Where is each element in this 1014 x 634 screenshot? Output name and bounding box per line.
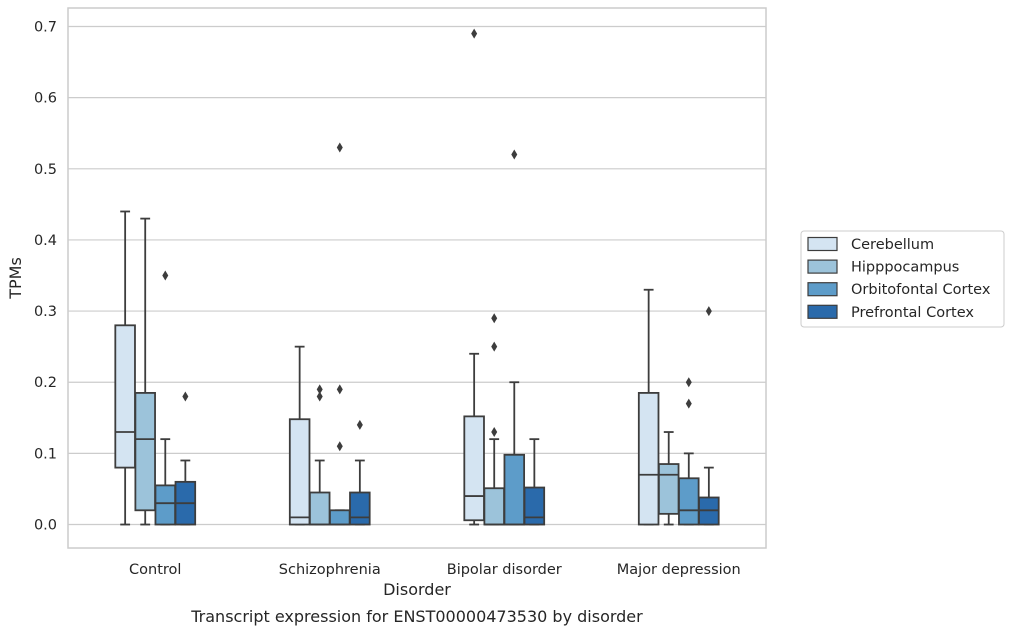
box-group [698,306,720,526]
box [657,463,680,515]
box-group [349,419,371,526]
box [134,392,156,512]
legend-label: Cerebellum [851,237,934,253]
outlier-point [471,28,478,39]
box [288,418,311,526]
box-group [463,28,485,526]
legend-label: Hipppocampus [851,260,959,276]
box [154,484,177,526]
x-tick-label: Major depression [617,562,741,578]
y-tick-label: 0.6 [34,91,57,107]
outlier-point [685,398,692,409]
x-tick-labels: Control Schizophrenia Bipolar disorder Majo… [129,562,741,578]
box-group [523,438,546,526]
outlier-point [336,441,343,452]
box-group [503,149,526,526]
box [678,477,700,526]
box [483,487,505,526]
outlier-point [685,377,692,388]
box-group [134,217,156,526]
legend-swatch [807,259,838,274]
box-group [288,345,311,526]
y-tick-label: 0.7 [34,19,57,35]
x-tick-label: Bipolar disorder [447,562,562,578]
outlier-point [316,391,323,402]
box [637,392,660,526]
legend-swatch [807,304,838,319]
box [308,491,331,526]
outlier-point [491,341,498,352]
figure-caption: Transcript expression for ENST0000047353… [190,607,643,626]
box-group [657,431,680,526]
legend-label: Prefrontal Cortex [851,305,974,321]
y-tick-labels: 0.0 0.1 0.2 0.3 0.4 0.5 0.6 0.7 [34,19,57,533]
box-group [329,142,351,526]
legend-swatch [807,282,838,297]
legend: Cerebellum Hipppocampus Orbitofontal Corte… [800,230,1005,328]
y-tick-label: 0.4 [34,233,57,249]
y-tick-label: 0.1 [34,446,57,462]
legend-swatch [807,236,838,252]
outlier-point [705,306,712,317]
outlier-point [336,142,343,153]
y-tick-label: 0.5 [34,162,57,178]
box-group [483,313,505,526]
box-group [114,210,136,526]
outlier-point [511,149,518,160]
y-axis-label: TPMs [6,257,25,300]
outlier-point [356,419,363,430]
outlier-point [162,270,169,281]
outlier-point [182,391,189,402]
box-group [174,391,197,526]
y-tick-label: 0.3 [34,304,57,320]
y-tick-label: 0.0 [34,518,57,534]
outlier-point [316,384,323,395]
box-plot-series [114,28,720,526]
box [523,486,546,526]
box [463,415,485,522]
box-group [678,377,700,526]
box [329,509,351,526]
x-axis-label: Disorder [383,580,451,599]
box-group [637,288,660,526]
legend-label: Orbitofontal Cortex [851,282,991,298]
box-group [154,270,177,526]
outlier-point [491,313,498,324]
x-tick-label: Schizophrenia [279,562,381,578]
box [349,491,371,526]
y-tick-label: 0.2 [34,375,57,391]
box [114,324,136,469]
legend-frame [800,230,1005,328]
outlier-point [491,427,498,438]
plot-frame [67,7,767,549]
box-group [308,384,331,526]
gridlines [68,25,766,526]
x-tick-label: Control [129,562,181,578]
outlier-point [336,384,343,395]
box [503,453,526,526]
